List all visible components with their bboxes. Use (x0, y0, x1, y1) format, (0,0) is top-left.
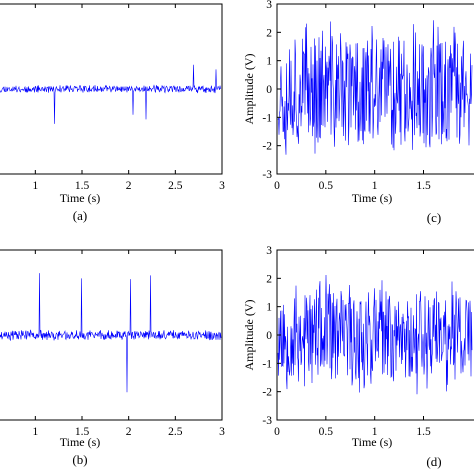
panel-a-xticks: 1 1.5 2 2.5 3 (32, 4, 225, 192)
panel-d-yticks: 3 2 1 0 -1 -2 -3 (262, 245, 281, 427)
panel-c-ytick-label: -2 (262, 141, 272, 153)
panel-d-ylabel: Amplitude (V) (242, 300, 256, 371)
panel-b-xtick-label: 1.5 (75, 426, 90, 438)
panel-d-xtick-label: 0.5 (319, 426, 334, 438)
panel-d-xtick-label: 1.5 (416, 426, 431, 438)
panel-d-ytick-label: -2 (262, 387, 272, 399)
panel-c-xtick-label: 1.5 (416, 180, 431, 192)
panel-c-xtick-label: 0 (274, 180, 280, 192)
panel-d-signal (277, 274, 473, 395)
panel-a-xtick-label: 1.5 (75, 180, 90, 192)
panel-b-xtick-label: 2 (126, 426, 132, 438)
panel-b-xtick-label: 2.5 (168, 426, 183, 438)
panel-c-ytick-label: -1 (262, 112, 272, 124)
panel-c: 0 0.5 1 1.5 3 2 1 0 -1 -2 -3 Amplitude (V) Time (… (242, 0, 474, 225)
panel-d-xlabel: Time (s) (352, 435, 393, 449)
panel-d-ytick-label: -3 (262, 415, 272, 427)
panel-c-caption: (c) (427, 210, 441, 225)
panel-b-caption: (b) (72, 452, 87, 467)
panel-a-caption: (a) (73, 208, 87, 223)
panel-b-xlabel: Time (s) (60, 435, 101, 449)
panel-d-ytick-label: -1 (262, 358, 272, 370)
panel-a: 1 1.5 2 2.5 3 Time (s) (a) (0, 3, 225, 223)
panel-d: 0 0.5 1 1.5 3 2 1 0 -1 -2 -3 Amplitude (V) Time (… (242, 245, 474, 469)
panel-c-xtick-label: 0.5 (319, 180, 334, 192)
panel-c-signal (277, 20, 473, 155)
panel-a-signal-line (0, 64, 222, 124)
panel-c-ylabel: Amplitude (V) (242, 54, 256, 125)
panel-c-signal-line (277, 20, 473, 155)
panel-d-caption: (d) (426, 454, 441, 469)
panel-a-xtick-label: 1 (32, 180, 38, 192)
panel-c-ytick-label: 2 (266, 27, 272, 39)
panel-d-xtick-label: 0 (274, 426, 280, 438)
panel-d-ytick-label: 2 (266, 273, 272, 285)
panel-b-signal (0, 273, 222, 393)
panel-c-xtick-label: 1 (372, 180, 378, 192)
panel-b-xtick-label: 1 (32, 426, 38, 438)
panel-c-ytick-label: -3 (262, 169, 272, 181)
panel-c-ytick-label: 0 (266, 84, 272, 96)
panel-a-xtick-label: 2.5 (168, 180, 183, 192)
panel-d-ytick-label: 0 (266, 330, 272, 342)
panel-d-signal-line (277, 274, 473, 395)
panel-b-signal-line (0, 273, 222, 393)
panel-d-xticks: 0 0.5 1 1.5 (274, 250, 431, 438)
panel-c-xticks: 0 0.5 1 1.5 (274, 4, 431, 192)
panel-c-xlabel: Time (s) (352, 191, 393, 205)
panel-a-xlabel: Time (s) (60, 191, 101, 205)
panel-d-xtick-label: 1 (372, 426, 378, 438)
panel-b-xtick-label: 3 (219, 426, 225, 438)
panel-c-ytick-label: 3 (266, 0, 272, 11)
panel-a-frame (0, 3, 223, 175)
panel-b-frame (0, 249, 223, 421)
panel-b: 1 1.5 2 2.5 3 Time (s) (b) (0, 249, 225, 467)
panel-c-yticks: 3 2 1 0 -1 -2 -3 (262, 0, 281, 181)
panel-c-ytick-label: 1 (266, 56, 272, 68)
panel-a-signal (0, 64, 222, 124)
panel-a-xtick-label: 2 (126, 180, 132, 192)
panel-d-ytick-label: 3 (266, 245, 272, 257)
panel-a-xtick-label: 3 (219, 180, 225, 192)
panel-b-xticks: 1 1.5 2 2.5 3 (32, 250, 225, 438)
panel-d-ytick-label: 1 (266, 302, 272, 314)
